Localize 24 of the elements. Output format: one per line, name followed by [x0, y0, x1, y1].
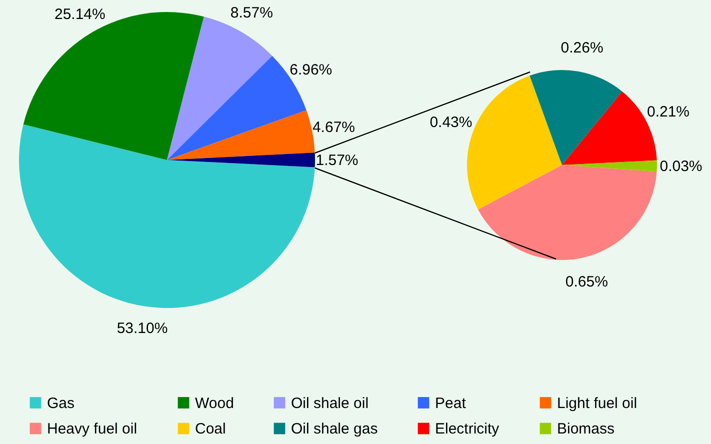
data-label: 25.14%: [54, 6, 106, 23]
data-label: 1.57%: [316, 152, 358, 169]
legend-label: Light fuel oil: [557, 394, 638, 412]
legend-label: Heavy fuel oil: [47, 420, 138, 438]
legend-label: Oil shale gas: [291, 420, 378, 438]
data-label: 0.03%: [660, 158, 702, 176]
data-label: 0.65%: [565, 273, 608, 290]
pie-slice: [478, 165, 657, 260]
data-label: 0.43%: [430, 114, 472, 132]
legend-label: Coal: [195, 420, 226, 438]
data-label: 6.96%: [290, 61, 332, 78]
legend-label: Biomass: [557, 420, 615, 438]
data-label: 8.57%: [230, 4, 273, 22]
data-label: 4.67%: [312, 118, 356, 136]
legend-label: Wood: [195, 394, 234, 412]
data-label: 53.10%: [116, 320, 168, 338]
data-label: 0.26%: [560, 40, 604, 57]
legend-label: Electricity: [435, 420, 500, 438]
pie-slice: [167, 16, 272, 160]
pie-slice: [530, 70, 622, 165]
legend-label: Peat: [435, 394, 467, 412]
legend-label: Oil shale oil: [291, 394, 369, 412]
data-label: 0.21%: [646, 103, 690, 120]
legend-label: Gas: [47, 394, 75, 412]
